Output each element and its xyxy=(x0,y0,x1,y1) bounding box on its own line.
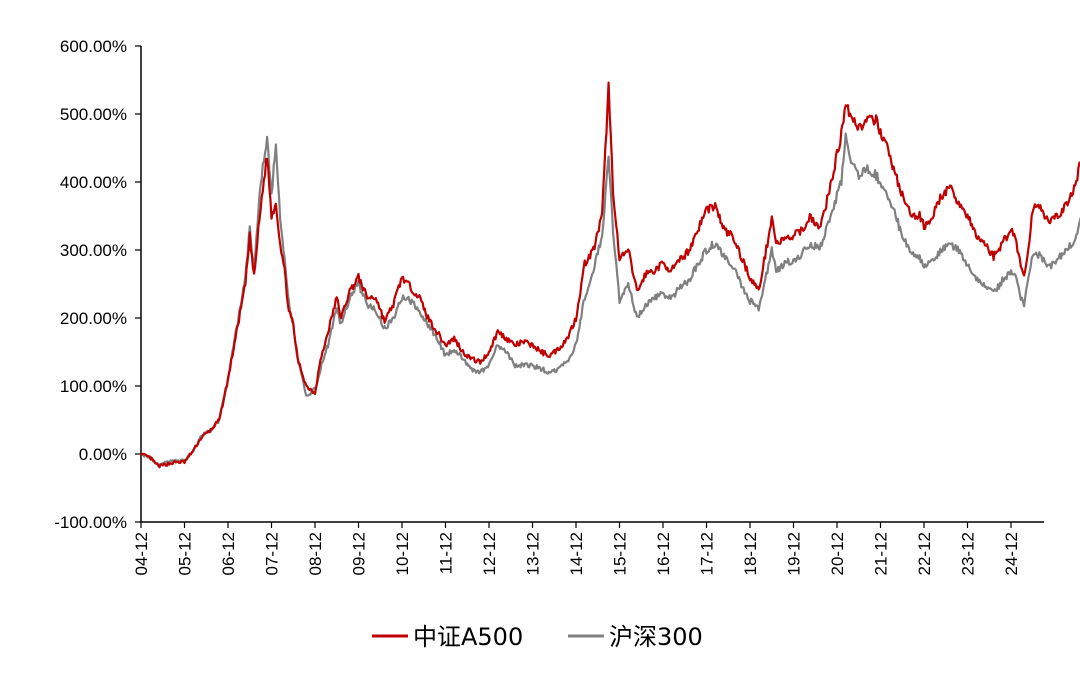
x-tick-label: 04-12 xyxy=(132,532,151,575)
legend-label-a500: 中证A500 xyxy=(413,623,523,651)
axes: 600.00% 500.00% 400.00% 300.00% 200.00% 100.0… xyxy=(54,37,1044,575)
y-tick-label: 600.00% xyxy=(60,37,127,56)
x-tick-label: 11-12 xyxy=(437,532,456,574)
legend-label-hs300: 沪深300 xyxy=(609,623,703,651)
x-tick-label: 15-12 xyxy=(611,532,630,575)
y-tick-label: 100.00% xyxy=(60,377,127,396)
series-line-a500 xyxy=(140,81,1080,469)
x-tick-label: 17-12 xyxy=(698,532,717,575)
x-tick-label: 09-12 xyxy=(350,532,369,575)
x-tick-label: 12-12 xyxy=(480,532,499,575)
y-tick-label: 400.00% xyxy=(60,173,127,192)
legend: 中证A500 沪深300 xyxy=(372,623,703,651)
x-tick-label: 22-12 xyxy=(915,532,934,575)
y-tick-label: 0.00% xyxy=(79,445,127,464)
y-tick-label: 500.00% xyxy=(60,105,127,124)
y-tick-label: -100.00% xyxy=(54,513,127,532)
x-tick-label: 23-12 xyxy=(959,532,978,575)
x-tick-label: 14-12 xyxy=(567,532,586,575)
x-tick-label: 24-12 xyxy=(1002,532,1021,575)
series-line-hs300 xyxy=(140,132,1080,467)
x-tick-label: 19-12 xyxy=(785,532,804,575)
x-tick-label: 08-12 xyxy=(306,532,325,575)
series-layer xyxy=(140,81,1080,469)
x-tick-label: 07-12 xyxy=(263,532,282,575)
x-tick-label: 06-12 xyxy=(219,532,238,575)
x-tick-label: 18-12 xyxy=(741,532,760,575)
y-tick-label: 200.00% xyxy=(60,309,127,328)
x-tick-label: 13-12 xyxy=(524,532,543,575)
x-tick-label: 21-12 xyxy=(872,532,891,575)
x-tick-label: 10-12 xyxy=(393,532,412,575)
x-tick-label: 16-12 xyxy=(654,532,673,575)
x-tick-label: 05-12 xyxy=(176,532,195,575)
y-tick-label: 300.00% xyxy=(60,241,127,260)
x-tick-label: 20-12 xyxy=(828,532,847,575)
